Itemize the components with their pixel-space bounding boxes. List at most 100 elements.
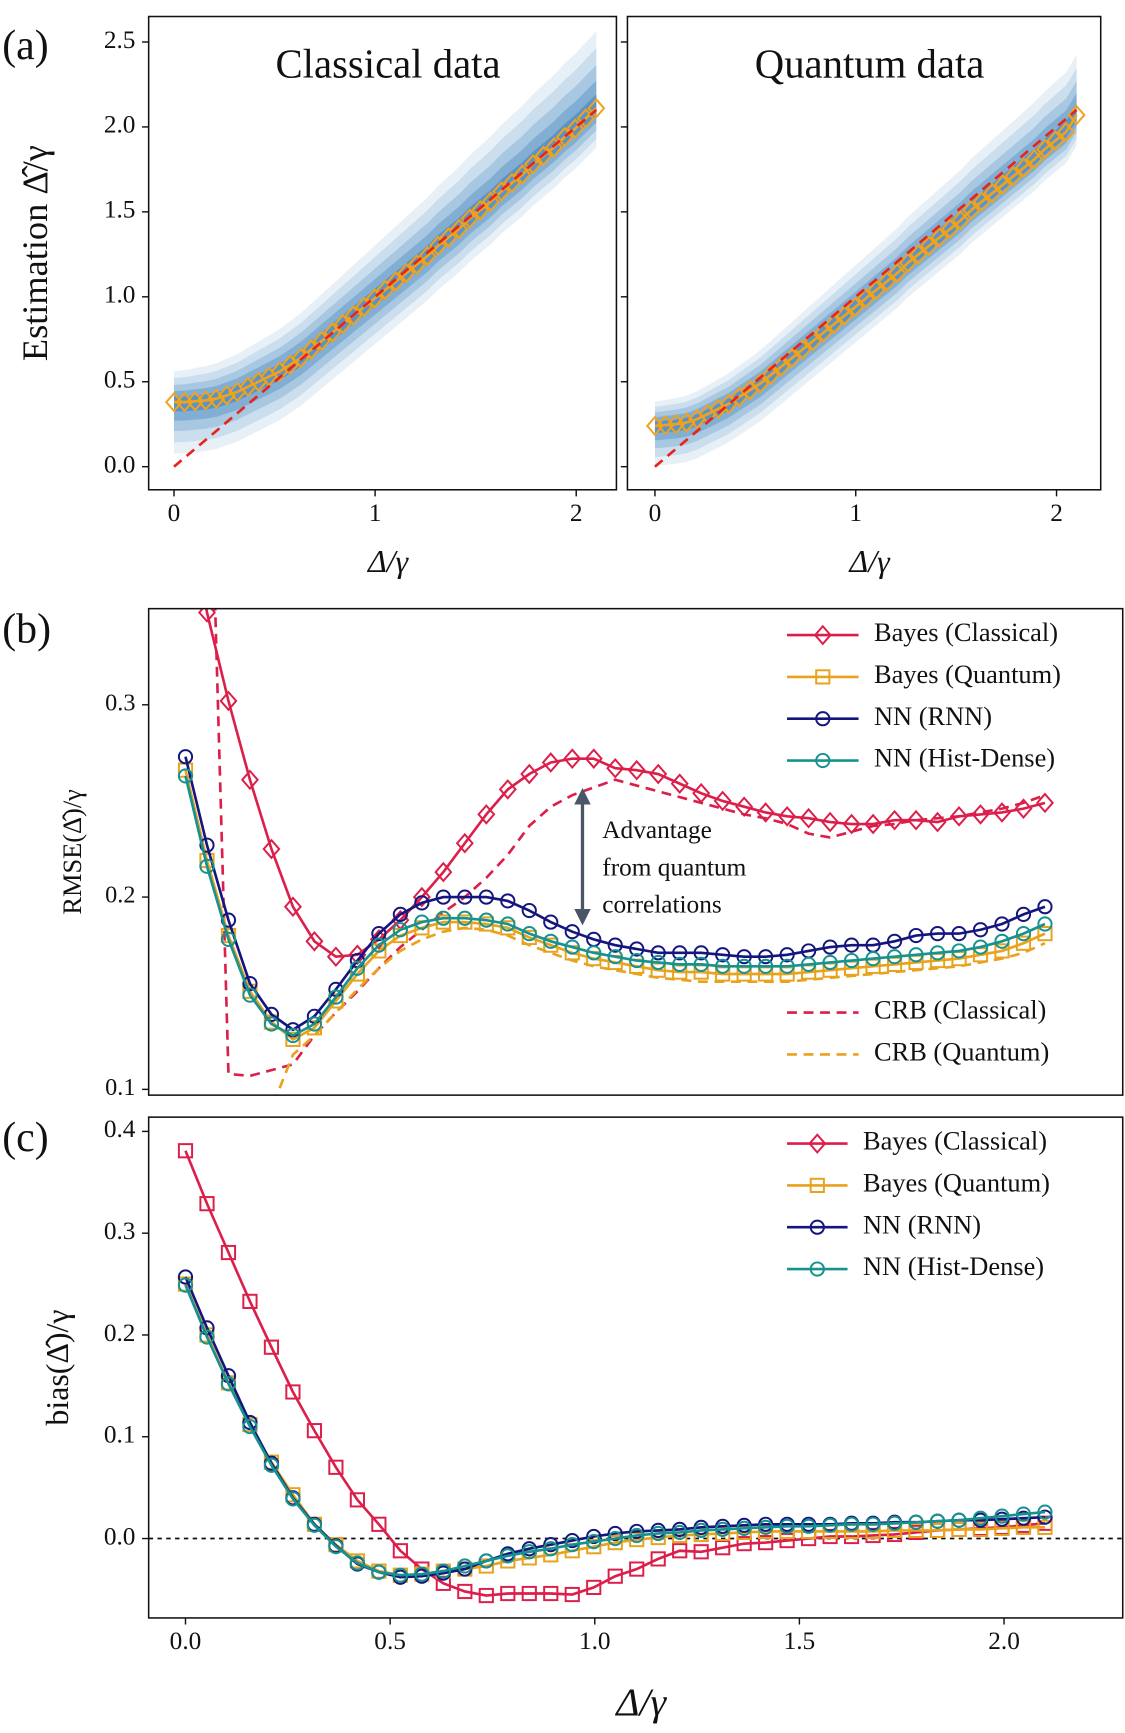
- marker: [649, 763, 668, 785]
- marker: [386, 271, 405, 292]
- panel: 0.1 0.2 0.3 (b) RMSE(Δ̂)/γ Advantage from quan…: [2, 606, 1124, 1101]
- marker: [434, 861, 453, 883]
- marker: [412, 886, 431, 908]
- marker: [692, 782, 711, 804]
- annotation: Advantage: [602, 816, 712, 844]
- marker: [867, 279, 886, 301]
- x-tick-label: 0.5: [374, 1627, 406, 1655]
- marker: [629, 1527, 645, 1544]
- marker: [513, 164, 532, 185]
- marker: [864, 813, 883, 835]
- marker: [898, 252, 917, 274]
- marker: [586, 1539, 602, 1555]
- marker: [779, 1532, 795, 1549]
- marker: [856, 288, 875, 309]
- marker: [606, 757, 625, 779]
- marker: [835, 305, 854, 326]
- legend-label: NN (RNN): [874, 701, 992, 731]
- marker: [814, 322, 833, 343]
- marker: [263, 1457, 280, 1473]
- marker: [328, 1539, 344, 1555]
- marker: [328, 993, 344, 1009]
- y-tick-label: 0.4: [104, 1115, 136, 1143]
- marker: [177, 1143, 194, 1159]
- marker: [392, 922, 408, 938]
- marker: [564, 939, 580, 955]
- marker: [207, 388, 226, 410]
- density-cloud: [173, 48, 597, 443]
- marker: [177, 749, 194, 765]
- marker: [1037, 899, 1053, 915]
- marker: [1025, 148, 1044, 170]
- marker: [607, 1525, 623, 1542]
- marker: [220, 931, 237, 947]
- marker: [566, 118, 585, 139]
- legend-label: Bayes (Quantum): [874, 659, 1061, 689]
- marker: [736, 1536, 752, 1552]
- marker: [677, 412, 696, 433]
- marker: [779, 947, 795, 963]
- marker: [285, 1031, 301, 1047]
- density-cloud: [173, 80, 597, 421]
- series-line: [654, 108, 1078, 468]
- marker: [756, 802, 775, 823]
- marker: [1014, 157, 1033, 179]
- marker: [843, 1516, 860, 1532]
- density-cloud: [654, 67, 1077, 458]
- marker: [365, 288, 384, 309]
- marker: [523, 153, 542, 175]
- marker: [650, 1551, 666, 1567]
- marker: [885, 809, 904, 831]
- marker: [435, 910, 451, 926]
- marker: [908, 947, 924, 963]
- marker: [907, 809, 926, 831]
- x-tick-label: 1.0: [579, 1627, 611, 1655]
- marker: [439, 227, 458, 248]
- y-tick-label: 0.1: [104, 1421, 136, 1449]
- marker: [1037, 1519, 1053, 1535]
- series-line: [213, 608, 1046, 1078]
- marker: [564, 1537, 580, 1553]
- marker: [693, 945, 709, 961]
- marker: [348, 944, 367, 966]
- plot-area: [164, 31, 606, 468]
- y-tick-label: 1.5: [104, 196, 136, 224]
- marker: [407, 254, 426, 275]
- y-tick-label: 0.2: [104, 1319, 136, 1347]
- legend-marker: [809, 1261, 825, 1277]
- marker: [534, 145, 553, 167]
- panel-label: (c): [2, 1115, 48, 1161]
- marker: [929, 1522, 946, 1538]
- marker: [240, 769, 259, 791]
- legend-entry: NN (RNN): [787, 1209, 981, 1239]
- density-cloud: [654, 54, 1077, 466]
- marker: [1035, 138, 1055, 160]
- panel: 0.0 0.5 1.0 1.5 2.0 2.5 0 1 2 Classical data (a) Δ/…: [2, 15, 618, 579]
- marker: [715, 947, 731, 963]
- legend-label: CRB (Classical): [874, 995, 1046, 1025]
- legend-entry: CRB (Quantum): [787, 1036, 1049, 1066]
- series-line: [654, 114, 1078, 428]
- legend-label: Bayes (Classical): [863, 1126, 1047, 1156]
- marker: [471, 199, 490, 221]
- marker: [285, 1491, 301, 1507]
- marker: [821, 811, 840, 833]
- marker: [477, 804, 496, 825]
- marker: [455, 832, 474, 854]
- legend-marker: [809, 1177, 825, 1193]
- legend-marker: [813, 624, 832, 646]
- legend-entry: NN (RNN): [787, 701, 992, 731]
- marker: [972, 191, 991, 212]
- marker: [778, 806, 797, 827]
- marker: [1046, 130, 1065, 151]
- marker: [983, 182, 1002, 204]
- marker: [418, 245, 437, 267]
- marker: [306, 1423, 323, 1439]
- marker: [587, 97, 606, 119]
- y-axis-label: Estimation Δ̂/γ: [15, 145, 55, 361]
- x-tick-label: 2: [570, 499, 583, 527]
- marker: [500, 1548, 516, 1564]
- marker: [199, 837, 215, 853]
- marker: [607, 937, 623, 953]
- marker: [972, 939, 989, 955]
